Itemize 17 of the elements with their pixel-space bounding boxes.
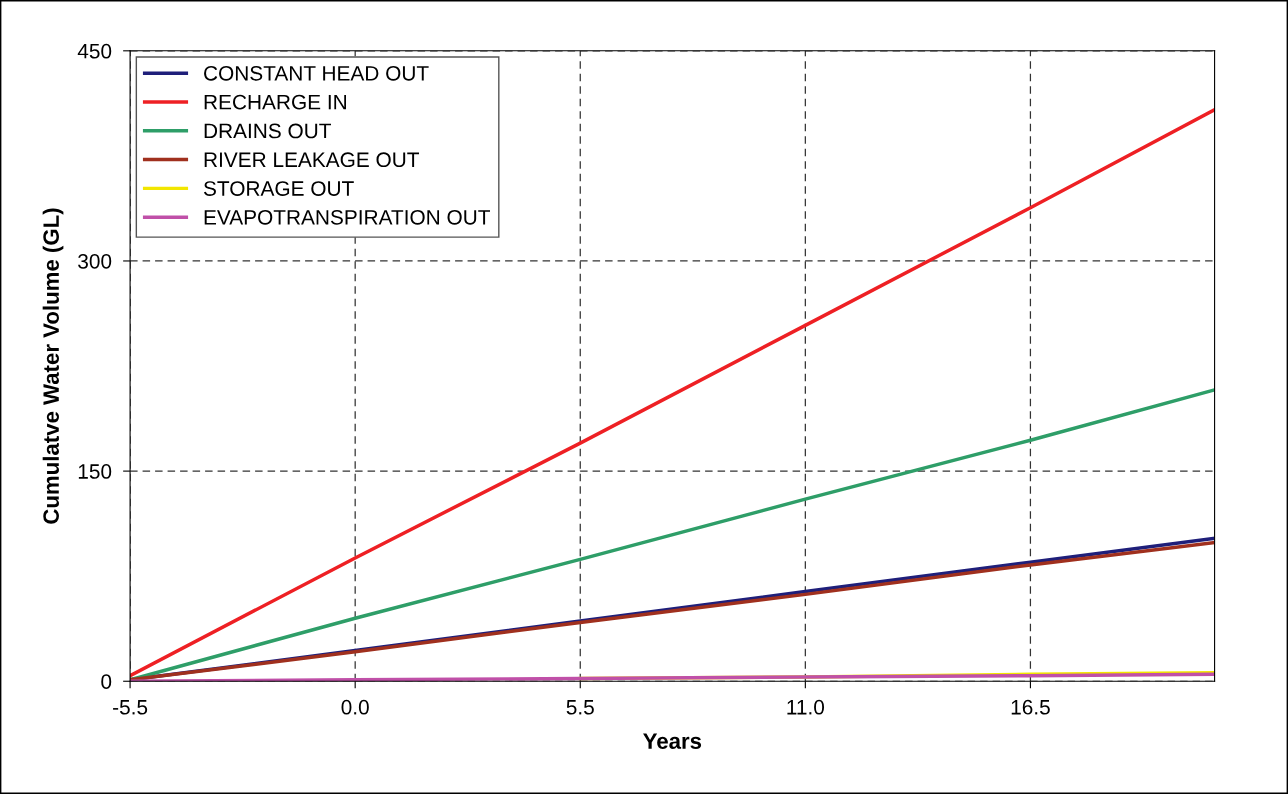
legend-label: STORAGE OUT <box>203 181 354 196</box>
x-tick-label: 0.0 <box>341 699 369 715</box>
x-axis-title: Years <box>643 733 702 749</box>
y-axis-title: Cumulatve Water Volume (GL) <box>42 208 64 524</box>
x-tick-label: 5.5 <box>566 700 594 715</box>
legend-label: DRAINS OUT <box>204 123 332 139</box>
x-tick-label: 11.0 <box>787 699 825 715</box>
legend-label: RECHARGE IN <box>204 94 346 110</box>
y-tick-label: 450 <box>77 43 112 59</box>
x-tick-label: -5.5 <box>113 700 148 715</box>
legend-label: CONSTANT HEAD OUT <box>204 65 429 81</box>
legend-label: EVAPOTRANSPIRATION OUT <box>204 209 490 225</box>
y-tick-label: 150 <box>78 464 112 479</box>
y-tick-label: 300 <box>78 253 112 269</box>
x-tick-label: 16.5 <box>1011 699 1050 715</box>
legend-label: RIVER LEAKAGE OUT <box>204 152 420 168</box>
y-tick-label: 0 <box>101 674 112 690</box>
